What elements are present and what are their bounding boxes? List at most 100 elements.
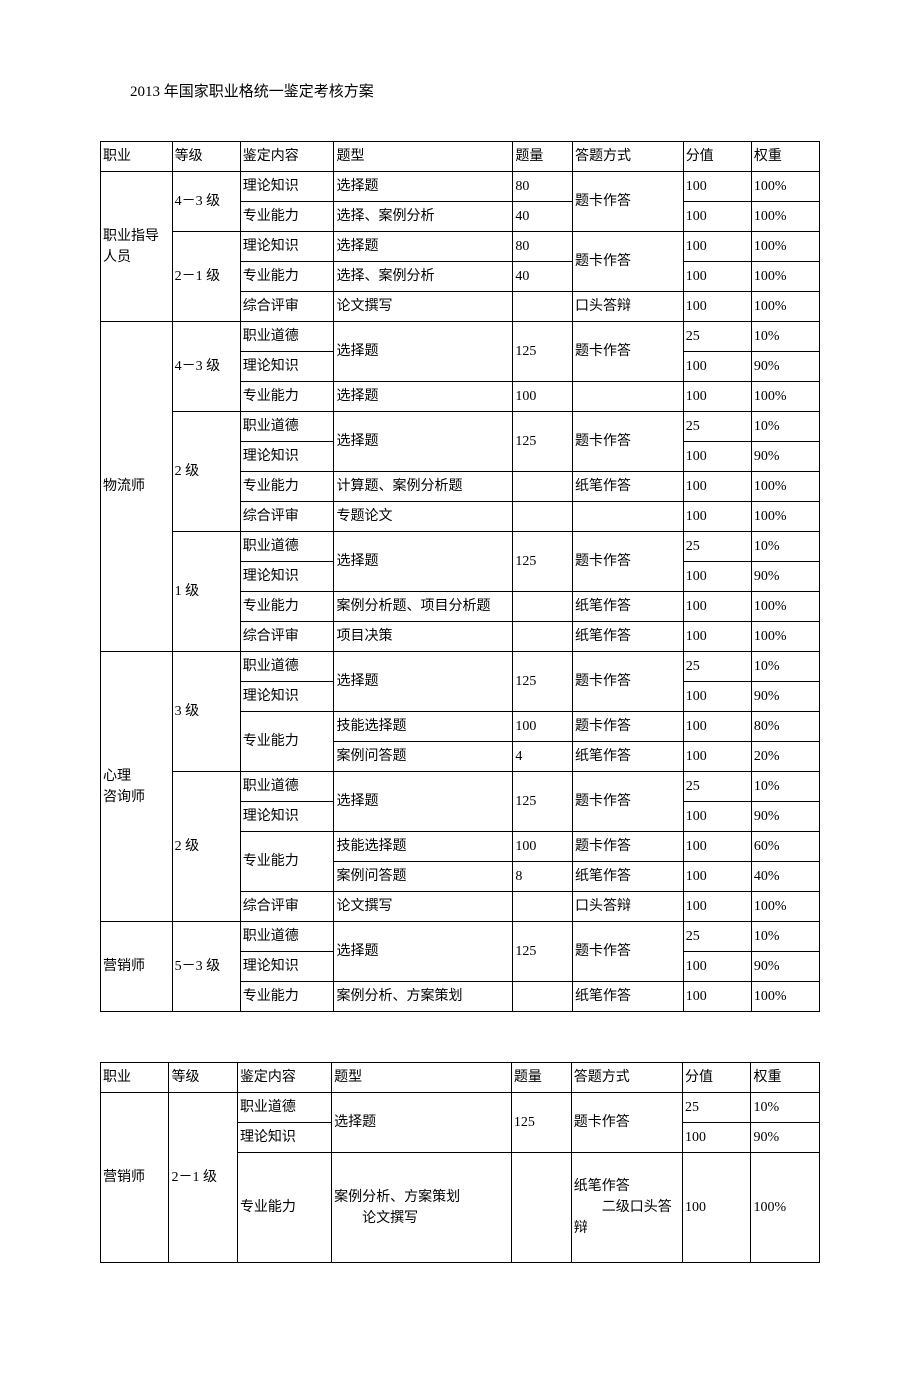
cell-qty: [513, 292, 573, 322]
cell-qty: 125: [513, 772, 573, 832]
cell-level: 1 级: [172, 532, 240, 652]
col-weight: 权重: [751, 1063, 820, 1093]
cell-score: 100: [683, 682, 751, 712]
cell-weight: 10%: [751, 532, 819, 562]
cell-content: 综合评审: [240, 622, 334, 652]
cell-weight: 40%: [751, 862, 819, 892]
cell-mode: 题卡作答: [572, 832, 683, 862]
cell-qty: [513, 982, 573, 1012]
cell-profession: 营销师: [101, 922, 173, 1012]
page-title: 2013 年国家职业格统一鉴定考核方案: [130, 80, 820, 101]
cell-weight: 100%: [751, 502, 819, 532]
table-row: 职业指导人员 4－3 级 理论知识 选择题 80 题卡作答 100 100%: [101, 172, 820, 202]
cell-weight: 100%: [751, 892, 819, 922]
cell-weight: 100%: [751, 382, 819, 412]
cell-qty: 125: [513, 652, 573, 712]
cell-score: 100: [683, 862, 751, 892]
cell-level: 2 级: [172, 772, 240, 922]
cell-content: 理论知识: [237, 1123, 331, 1153]
cell-score: 25: [683, 922, 751, 952]
cell-score: 100: [683, 262, 751, 292]
cell-mode: 纸笔作答: [572, 862, 683, 892]
cell-weight: 10%: [751, 1093, 820, 1123]
cell-score: 100: [683, 832, 751, 862]
cell-score: 100: [683, 352, 751, 382]
cell-score: 100: [683, 232, 751, 262]
cell-content: 专业能力: [237, 1153, 331, 1263]
cell-content: 专业能力: [240, 202, 334, 232]
cell-weight: 90%: [751, 352, 819, 382]
cell-score: 100: [683, 802, 751, 832]
cell-qtype: 选择题: [334, 412, 513, 472]
cell-qtype: 选择、案例分析: [334, 262, 513, 292]
cell-qty: 100: [513, 382, 573, 412]
cell-profession: 物流师: [101, 322, 173, 652]
cell-qty: 8: [513, 862, 573, 892]
cell-qtype: 选择题: [334, 532, 513, 592]
col-mode: 答题方式: [571, 1063, 682, 1093]
cell-qty: [513, 502, 573, 532]
table-row: 营销师 2－1 级 职业道德 选择题 125 题卡作答 25 10%: [101, 1093, 820, 1123]
cell-content: 专业能力: [240, 712, 334, 772]
table-row: 营销师 5－3 级 职业道德 选择题 125 题卡作答 25 10%: [101, 922, 820, 952]
cell-weight: 10%: [751, 412, 819, 442]
cell-content: 职业道德: [240, 412, 334, 442]
cell-score: 100: [683, 952, 751, 982]
cell-weight: 100%: [751, 1153, 820, 1263]
cell-qtype: 选择题: [334, 322, 513, 382]
cell-mode: 题卡作答: [572, 652, 683, 712]
cell-qty: [513, 892, 573, 922]
table-row: 1 级 职业道德 选择题 125 题卡作答 25 10%: [101, 532, 820, 562]
cell-weight: 100%: [751, 232, 819, 262]
cell-weight: 60%: [751, 832, 819, 862]
cell-score: 100: [683, 892, 751, 922]
cell-qtype: 选择题: [334, 772, 513, 832]
cell-qty: 125: [513, 322, 573, 382]
col-score: 分值: [683, 1063, 751, 1093]
cell-content: 理论知识: [240, 562, 334, 592]
cell-level: 5－3 级: [172, 922, 240, 1012]
cell-weight: 100%: [751, 202, 819, 232]
cell-level: 2 级: [172, 412, 240, 532]
cell-qty: 100: [513, 712, 573, 742]
table-row: 物流师 4－3 级 职业道德 选择题 125 题卡作答 25 10%: [101, 322, 820, 352]
col-qty: 题量: [513, 142, 573, 172]
table-1: 职业 等级 鉴定内容 题型 题量 答题方式 分值 权重 职业指导人员 4－3 级…: [100, 141, 820, 1012]
table-row: 2 级 职业道德 选择题 125 题卡作答 25 10%: [101, 772, 820, 802]
table-header-row: 职业 等级 鉴定内容 题型 题量 答题方式 分值 权重: [101, 142, 820, 172]
cell-content: 综合评审: [240, 292, 334, 322]
cell-score: 25: [683, 412, 751, 442]
col-content: 鉴定内容: [237, 1063, 331, 1093]
cell-qtype: 技能选择题: [334, 832, 513, 862]
cell-weight: 20%: [751, 742, 819, 772]
cell-content: 专业能力: [240, 982, 334, 1012]
cell-level: 3 级: [172, 652, 240, 772]
cell-score: 25: [683, 322, 751, 352]
cell-weight: 100%: [751, 982, 819, 1012]
cell-mode: 题卡作答: [572, 232, 683, 292]
cell-qtype: 选择题: [334, 232, 513, 262]
cell-qtype: 技能选择题: [334, 712, 513, 742]
cell-weight: 10%: [751, 772, 819, 802]
cell-weight: 100%: [751, 622, 819, 652]
cell-score: 100: [683, 172, 751, 202]
cell-weight: 100%: [751, 292, 819, 322]
cell-score: 100: [683, 982, 751, 1012]
table-row: 心理 咨询师 3 级 职业道德 选择题 125 题卡作答 25 10%: [101, 652, 820, 682]
cell-mode: 口头答辩: [572, 892, 683, 922]
cell-qtype: 选择题: [334, 922, 513, 982]
col-profession: 职业: [101, 142, 173, 172]
cell-content: 专业能力: [240, 262, 334, 292]
table-2: 职业 等级 鉴定内容 题型 题量 答题方式 分值 权重 营销师 2－1 级 职业…: [100, 1062, 820, 1263]
cell-score: 100: [683, 1153, 751, 1263]
col-profession: 职业: [101, 1063, 169, 1093]
cell-qty: 80: [513, 232, 573, 262]
col-mode: 答题方式: [572, 142, 683, 172]
cell-qtype: 案例分析、方案策划 论文撰写: [332, 1153, 512, 1263]
cell-content: 理论知识: [240, 232, 334, 262]
cell-qtype: 案例问答题: [334, 862, 513, 892]
cell-content: 理论知识: [240, 952, 334, 982]
cell-weight: 10%: [751, 322, 819, 352]
cell-qty: [513, 472, 573, 502]
cell-qty: 125: [511, 1093, 571, 1153]
